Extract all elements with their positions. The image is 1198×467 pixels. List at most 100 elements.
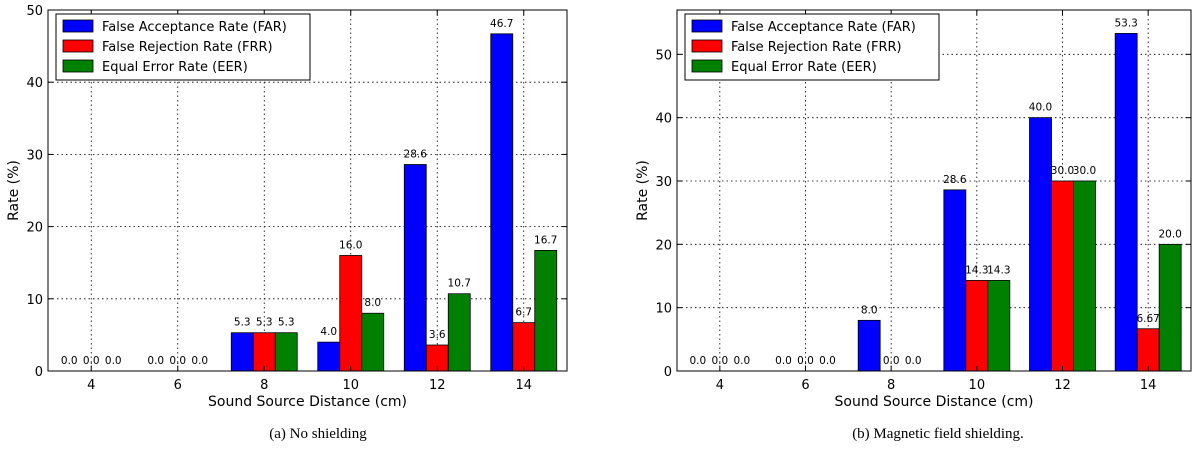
- legend-label: Equal Error Rate (EER): [102, 60, 248, 75]
- x-tick-label: 8: [260, 378, 268, 393]
- y-axis-label: Rate (%): [635, 160, 651, 221]
- data-label: 0.0: [883, 355, 900, 367]
- legend: False Acceptance Rate (FAR) False Rejecti…: [55, 13, 311, 81]
- x-tick-label: 10: [969, 378, 986, 393]
- legend-box: [55, 13, 311, 81]
- data-label: 0.0: [775, 355, 792, 367]
- y-tick-label: 50: [26, 4, 43, 19]
- legend-swatch: [691, 39, 723, 53]
- bar: [1051, 180, 1074, 372]
- bar: [512, 322, 536, 372]
- data-label: 10.7: [448, 278, 471, 290]
- legend-swatch: [691, 59, 723, 73]
- y-tick-label: 20: [655, 238, 672, 253]
- x-axis-label: Sound Source Distance (cm): [208, 394, 407, 410]
- x-tick-label: 4: [87, 378, 95, 393]
- y-tick-label: 10: [26, 293, 43, 308]
- bar: [857, 319, 881, 372]
- data-label: 6.67: [1136, 313, 1159, 325]
- x-tick-label: 12: [429, 378, 446, 393]
- bar: [965, 280, 989, 372]
- legend-box: [684, 13, 940, 81]
- x-tick-label: 12: [1054, 378, 1071, 393]
- chart-a: 0.0 0.0 5.3 4.0 28.6 46.7 0.0 0.0 5.3 16.0 3.6 6.7 0…: [6, 4, 568, 442]
- data-label: 40.0: [1029, 102, 1052, 114]
- data-label: 30.0: [1073, 165, 1096, 177]
- bar: [252, 332, 276, 372]
- chart-b: 0.0 0.08.028.640.053.30.0 0.0 0.014.330.06.…: [635, 9, 1192, 442]
- bar: [230, 332, 254, 372]
- legend-label: False Rejection Rate (FRR): [102, 40, 273, 55]
- bar: [403, 164, 427, 372]
- y-tick-label: 50: [655, 48, 672, 63]
- bar: [1073, 180, 1096, 372]
- x-tick-label: 14: [1140, 378, 1157, 393]
- data-label: 20.0: [1158, 228, 1181, 240]
- data-label: 8.0: [861, 304, 878, 316]
- legend-label: False Rejection Rate (FRR): [731, 40, 902, 55]
- y-axis-label: Rate (%): [6, 160, 22, 221]
- data-label: 0.0: [147, 355, 164, 367]
- caption: (b) Magnetic field shielding.: [852, 426, 1024, 442]
- data-label: 5.3: [234, 317, 251, 329]
- legend-swatch: [62, 59, 94, 73]
- data-label: 0.0: [797, 355, 814, 367]
- data-label: 46.7: [490, 18, 513, 30]
- bar: [339, 255, 363, 372]
- data-label: 30.0: [1051, 165, 1074, 177]
- data-label: 0.0: [689, 355, 706, 367]
- legend-swatch: [691, 19, 723, 33]
- x-tick-label: 8: [887, 378, 895, 393]
- x-tick-label: 10: [342, 378, 359, 393]
- data-label: 28.6: [404, 149, 428, 161]
- data-label: 3.6: [429, 329, 446, 341]
- bar: [1029, 117, 1052, 372]
- y-tick-label: 30: [655, 175, 672, 190]
- x-tick-label: 6: [174, 378, 182, 393]
- bar: [274, 332, 298, 372]
- y-tick-label: 0: [664, 365, 672, 380]
- x-tick-label: 4: [716, 378, 724, 393]
- x-tick-label: 14: [515, 378, 532, 393]
- y-tick-label: 30: [26, 148, 43, 163]
- data-label: 0.0: [83, 355, 100, 367]
- bar: [534, 250, 558, 372]
- legend: False Acceptance Rate (FAR) False Rejecti…: [684, 13, 940, 81]
- bar: [943, 189, 967, 372]
- data-label: 0.0: [191, 355, 208, 367]
- caption: (a) No shielding: [269, 426, 367, 442]
- data-label: 5.3: [256, 317, 273, 329]
- data-label: 5.3: [278, 317, 295, 329]
- legend-label: False Acceptance Rate (FAR): [102, 20, 287, 35]
- data-label: 28.6: [943, 174, 967, 186]
- legend-swatch: [62, 19, 94, 33]
- y-tick-label: 10: [655, 302, 672, 317]
- legend-label: False Acceptance Rate (FAR): [731, 20, 916, 35]
- data-label: 0.0: [105, 355, 122, 367]
- x-axis-label: Sound Source Distance (cm): [835, 394, 1034, 410]
- data-label: 0.0: [905, 355, 922, 367]
- data-label: 14.3: [987, 264, 1010, 276]
- legend-swatch: [62, 39, 94, 53]
- axes-frame: [47, 9, 568, 372]
- bar: [490, 33, 514, 372]
- legend-label: Equal Error Rate (EER): [731, 60, 877, 75]
- y-tick-label: 20: [26, 221, 43, 236]
- bar: [447, 293, 471, 372]
- bar: [361, 312, 385, 372]
- data-label: 8.0: [364, 297, 381, 309]
- y-tick-label: 40: [26, 76, 43, 91]
- data-label: 16.7: [534, 234, 557, 246]
- y-tick-label: 40: [655, 112, 672, 127]
- data-label: 0.0: [169, 355, 186, 367]
- data-label: 0.0: [819, 355, 836, 367]
- bar: [317, 341, 341, 372]
- data-label: 0.0: [711, 355, 728, 367]
- bar: [987, 280, 1011, 372]
- x-tick-label: 6: [801, 378, 809, 393]
- data-label: 14.3: [965, 264, 988, 276]
- data-label: 16.0: [339, 239, 362, 251]
- data-label: 53.3: [1114, 17, 1137, 29]
- data-label: 4.0: [320, 326, 337, 338]
